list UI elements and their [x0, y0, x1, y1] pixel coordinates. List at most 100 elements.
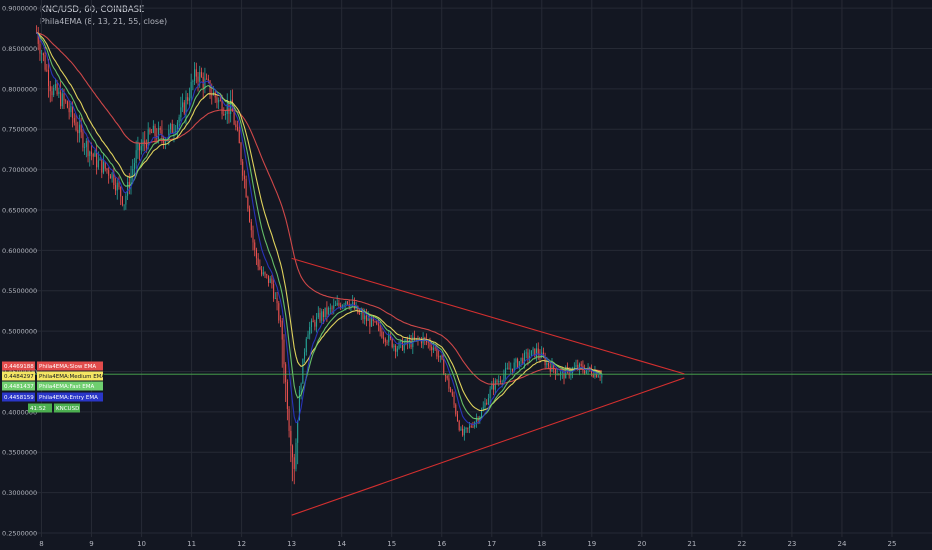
candle-body: [334, 305, 336, 306]
candle-body: [94, 152, 96, 157]
candle-body: [439, 355, 441, 357]
candle-body: [532, 348, 534, 351]
y-tick-label: 0.7000000: [2, 166, 37, 174]
y-tick-label: 0.2500000: [2, 529, 37, 537]
candle-body: [235, 124, 237, 128]
candle-body: [132, 168, 134, 175]
price-tag-name-bg: [37, 361, 103, 371]
candle-body: [314, 322, 316, 327]
candle-body: [489, 389, 491, 399]
candle-body: [231, 99, 233, 112]
candle-body: [563, 372, 565, 379]
candle-body: [493, 383, 495, 390]
candle-body: [450, 388, 452, 393]
candle-body: [429, 342, 431, 347]
candle-body: [257, 258, 259, 267]
candle-body: [554, 369, 556, 375]
candle-body: [259, 266, 261, 270]
candle-body: [233, 111, 235, 125]
candle-body: [61, 93, 63, 107]
y-tick-label: 0.3500000: [2, 449, 37, 457]
candle-body: [465, 427, 467, 430]
candle-body: [584, 370, 586, 374]
candle-body: [106, 168, 108, 171]
candle-body: [333, 305, 335, 309]
candle-body: [78, 124, 80, 134]
candle-body: [496, 380, 498, 383]
x-tick-label: 16: [437, 540, 446, 548]
candle-body: [226, 104, 228, 115]
candle-body: [85, 141, 87, 148]
candle-body: [360, 312, 362, 314]
candle-body: [42, 53, 44, 56]
candle-body: [307, 334, 309, 339]
candle-body: [271, 278, 273, 284]
candle-body: [300, 383, 302, 390]
grid-lines: [34, 0, 932, 537]
candle-body: [511, 368, 513, 372]
candle-body: [441, 355, 443, 360]
candle-body: [458, 421, 460, 431]
x-tick-label: 23: [787, 540, 796, 548]
candle-body: [575, 364, 577, 368]
candle-body: [590, 369, 593, 375]
candle-body: [597, 376, 599, 378]
x-tick-label: 14: [337, 540, 346, 548]
candle-body: [80, 124, 82, 133]
candle-body: [316, 317, 318, 327]
candle-body: [202, 76, 204, 88]
candle-body: [293, 457, 295, 469]
x-tick-label: 8: [39, 540, 43, 548]
trendlines[interactable]: [34, 257, 932, 516]
candle-body: [561, 372, 563, 373]
candle-body: [185, 97, 187, 114]
candle-body: [529, 355, 531, 359]
candle-body: [362, 312, 364, 320]
candle-body: [96, 152, 98, 168]
candle-body: [84, 147, 86, 148]
candle-body: [73, 118, 75, 123]
candle-body: [104, 161, 106, 169]
candle-body: [434, 347, 436, 349]
candle-body: [364, 315, 366, 320]
candle-body: [319, 312, 321, 321]
y-tick-label: 0.4000000: [2, 408, 37, 416]
ema-line: [36, 32, 602, 426]
candle-body: [109, 175, 111, 179]
x-tick-label: 10: [137, 540, 146, 548]
candle-body: [170, 123, 172, 130]
price-tag-name-bg: [37, 381, 103, 391]
candle-body: [427, 342, 429, 344]
candle-body: [255, 249, 257, 259]
price-tag-value: 0.4458159: [4, 395, 34, 401]
candle-body: [391, 338, 393, 348]
y-tick-label: 0.5500000: [2, 287, 37, 295]
candle-body: [286, 382, 288, 409]
candle-body: [56, 84, 58, 94]
candle-body: [578, 363, 580, 369]
candle-body: [173, 131, 175, 133]
candle-body: [580, 363, 582, 366]
y-tick-label: 0.7500000: [2, 126, 37, 134]
candle-body: [211, 94, 213, 96]
candle-body: [194, 69, 196, 82]
candle-body: [481, 410, 483, 417]
candle-body: [506, 367, 508, 369]
candle-body: [383, 337, 385, 339]
candle-body: [144, 140, 146, 144]
candle-body: [424, 337, 426, 340]
candle-body: [346, 301, 349, 304]
candle-body: [455, 404, 457, 415]
y-tick-label: 0.3000000: [2, 489, 37, 497]
candle-body: [159, 128, 161, 130]
candle-body: [219, 99, 221, 101]
candle-body: [444, 374, 446, 376]
candle-body: [221, 100, 223, 115]
candle-body: [63, 93, 65, 101]
candle-body: [207, 78, 209, 81]
candle-body: [183, 102, 185, 114]
candle-body: [345, 301, 347, 306]
x-tick-label: 9: [89, 540, 93, 548]
candle-body: [374, 321, 376, 322]
